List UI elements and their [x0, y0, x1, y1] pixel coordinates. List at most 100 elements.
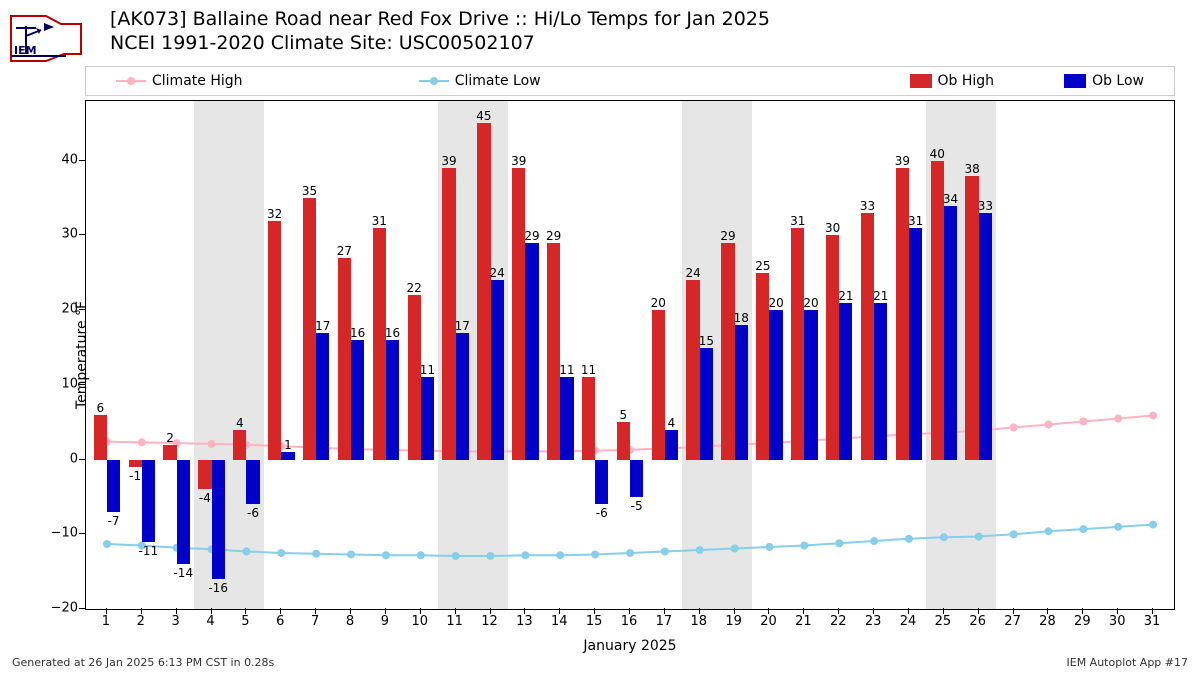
x-tick-label: 23 — [865, 614, 882, 629]
ob-low-bar — [630, 460, 643, 497]
ob-high-label: 35 — [302, 184, 317, 198]
ob-high-label: 32 — [267, 207, 282, 221]
ob-low-bar — [491, 280, 504, 459]
ob-low-label: -6 — [596, 506, 608, 520]
x-tick-mark — [1013, 608, 1014, 614]
x-tick-label: 10 — [411, 614, 428, 629]
legend-swatch-ob-low — [1064, 74, 1086, 88]
ob-low-label: 29 — [524, 229, 539, 243]
ob-low-bar — [839, 303, 852, 460]
y-tick-label: 10 — [61, 376, 78, 391]
ob-low-bar — [107, 460, 120, 512]
climate-low-marker — [347, 550, 355, 558]
ob-low-label: 16 — [350, 326, 365, 340]
x-tick-mark — [106, 608, 107, 614]
ob-high-bar — [721, 243, 734, 460]
ob-high-bar — [861, 213, 874, 460]
x-tick-label: 15 — [586, 614, 603, 629]
ob-low-label: 33 — [978, 199, 993, 213]
ob-low-label: 17 — [315, 319, 330, 333]
ob-high-bar — [652, 310, 665, 459]
x-tick-label: 24 — [900, 614, 917, 629]
x-tick-mark — [978, 608, 979, 614]
x-tick-label: 5 — [241, 614, 249, 629]
legend-marker-climate-high — [116, 74, 146, 88]
ob-high-label: 45 — [476, 109, 491, 123]
title-line-2: NCEI 1991-2020 Climate Site: USC00502107 — [110, 32, 770, 56]
x-tick-label: 3 — [172, 614, 180, 629]
x-tick-mark — [803, 608, 804, 614]
climate-high-marker — [138, 438, 146, 446]
ob-low-label: 21 — [838, 289, 853, 303]
ob-low-bar — [351, 340, 364, 460]
footer-app: IEM Autoplot App #17 — [1067, 656, 1189, 669]
x-tick-mark — [524, 608, 525, 614]
ob-low-label: -5 — [631, 499, 643, 513]
x-tick-mark — [350, 608, 351, 614]
x-tick-label: 9 — [381, 614, 389, 629]
ob-low-bar — [316, 333, 329, 460]
ob-high-label: 27 — [337, 244, 352, 258]
ob-low-label: 21 — [873, 289, 888, 303]
plot-area: 6-7-1-112-14-4-164-632135172716311622113… — [85, 100, 1175, 610]
x-tick-mark — [943, 608, 944, 614]
climate-low-line — [107, 525, 1153, 556]
ob-low-bar — [909, 228, 922, 460]
y-tick-mark — [79, 384, 85, 385]
ob-high-label: -4 — [199, 491, 211, 505]
legend-ob-low: Ob Low — [1064, 73, 1144, 89]
x-tick-label: 11 — [446, 614, 463, 629]
ob-low-label: 4 — [668, 416, 676, 430]
x-tick-mark — [1082, 608, 1083, 614]
ob-low-bar — [769, 310, 782, 459]
legend-swatch-ob-high — [910, 74, 932, 88]
y-tick-label: 0 — [70, 451, 78, 466]
x-tick-label: 1 — [102, 614, 110, 629]
climate-low-marker — [626, 549, 634, 557]
climate-low-marker — [1044, 527, 1052, 535]
ob-high-label: 5 — [620, 408, 628, 422]
x-tick-mark — [420, 608, 421, 614]
x-tick-mark — [664, 608, 665, 614]
ob-high-label: 39 — [441, 154, 456, 168]
x-tick-label: 26 — [969, 614, 986, 629]
climate-low-marker — [835, 539, 843, 547]
x-tick-label: 12 — [481, 614, 498, 629]
x-tick-mark — [594, 608, 595, 614]
x-tick-mark — [176, 608, 177, 614]
legend-label: Climate High — [152, 73, 243, 89]
chart-title: [AK073] Ballaine Road near Red Fox Drive… — [110, 8, 770, 56]
x-tick-label: 28 — [1039, 614, 1056, 629]
ob-high-label: 11 — [581, 363, 596, 377]
x-tick-label: 30 — [1109, 614, 1126, 629]
ob-low-bar — [979, 213, 992, 460]
ob-low-label: 24 — [489, 266, 504, 280]
climate-low-marker — [765, 543, 773, 551]
ob-low-bar — [665, 430, 678, 460]
x-tick-mark — [699, 608, 700, 614]
ob-high-bar — [826, 235, 839, 459]
ob-low-label: -7 — [108, 514, 120, 528]
climate-low-marker — [417, 551, 425, 559]
x-tick-mark — [211, 608, 212, 614]
ob-high-label: 6 — [96, 401, 104, 415]
ob-high-label: 33 — [860, 199, 875, 213]
ob-high-bar — [94, 415, 107, 460]
y-axis-label: Temperature °F — [74, 301, 90, 409]
ob-low-bar — [246, 460, 259, 505]
x-tick-label: 17 — [656, 614, 673, 629]
x-tick-mark — [734, 608, 735, 614]
ob-low-label: 15 — [699, 334, 714, 348]
climate-low-marker — [591, 550, 599, 558]
ob-low-label: -11 — [139, 544, 159, 558]
climate-low-marker — [103, 540, 111, 548]
climate-high-marker — [1044, 420, 1052, 428]
climate-high-line — [107, 416, 1153, 452]
weekend-shade — [194, 101, 264, 609]
x-tick-label: 29 — [1074, 614, 1091, 629]
climate-low-marker — [800, 542, 808, 550]
ob-low-label: 11 — [420, 363, 435, 377]
ob-low-bar — [177, 460, 190, 565]
ob-high-label: 20 — [651, 296, 666, 310]
x-tick-mark — [490, 608, 491, 614]
